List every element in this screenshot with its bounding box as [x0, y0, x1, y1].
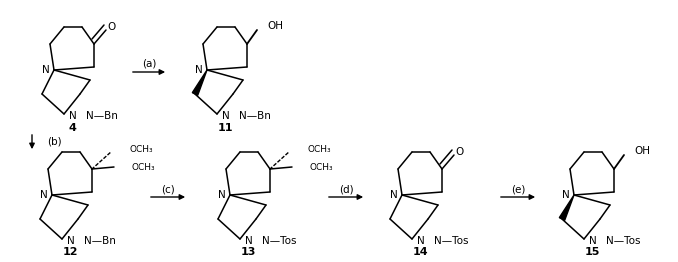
- Text: N: N: [390, 190, 398, 200]
- Text: 12: 12: [62, 247, 78, 257]
- Text: (a): (a): [142, 59, 156, 69]
- Text: N: N: [195, 65, 203, 75]
- Text: OCH₃: OCH₃: [132, 162, 156, 172]
- Text: OCH₃: OCH₃: [310, 162, 334, 172]
- Text: (d): (d): [339, 184, 353, 194]
- Text: N: N: [42, 65, 50, 75]
- Text: (c): (c): [161, 184, 175, 194]
- Text: 13: 13: [240, 247, 256, 257]
- Text: 14: 14: [412, 247, 428, 257]
- Text: OH: OH: [267, 21, 283, 31]
- Polygon shape: [193, 70, 207, 95]
- Text: N—Tos: N—Tos: [606, 236, 641, 246]
- Text: OCH₃: OCH₃: [308, 145, 332, 154]
- Text: (e): (e): [511, 184, 525, 194]
- Text: O: O: [108, 22, 116, 32]
- Text: N: N: [69, 111, 77, 121]
- Text: N: N: [562, 190, 570, 200]
- Text: OH: OH: [634, 146, 650, 156]
- Text: 15: 15: [584, 247, 599, 257]
- Text: N: N: [218, 190, 226, 200]
- Text: O: O: [456, 147, 464, 157]
- Text: N—Tos: N—Tos: [434, 236, 468, 246]
- Text: (b): (b): [47, 137, 62, 147]
- Text: N—Bn: N—Bn: [239, 111, 271, 121]
- Text: N: N: [589, 236, 597, 246]
- Polygon shape: [559, 195, 574, 220]
- Text: N: N: [40, 190, 48, 200]
- Text: N: N: [67, 236, 75, 246]
- Text: N—Bn: N—Bn: [86, 111, 118, 121]
- Text: 11: 11: [217, 123, 233, 133]
- Text: N: N: [245, 236, 253, 246]
- Text: OCH₃: OCH₃: [130, 145, 154, 154]
- Text: N—Tos: N—Tos: [262, 236, 296, 246]
- Text: N: N: [417, 236, 424, 246]
- Text: 4: 4: [68, 123, 76, 133]
- Text: N: N: [222, 111, 230, 121]
- Text: N—Bn: N—Bn: [84, 236, 116, 246]
